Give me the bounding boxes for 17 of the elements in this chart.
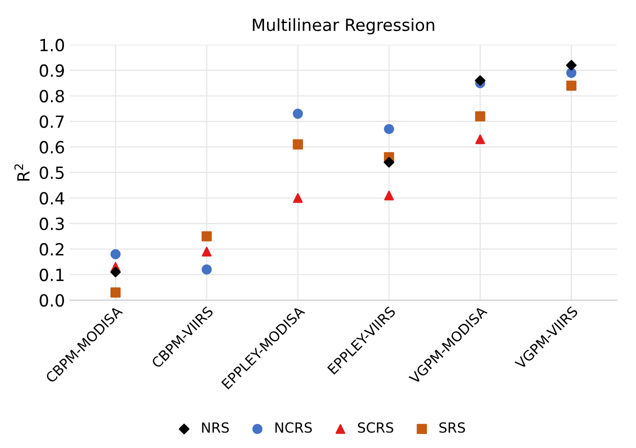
chart-title: Multilinear Regression: [252, 18, 434, 34]
y-tick-label: 0.3: [40, 218, 64, 230]
y-tick-label: 0.1: [40, 268, 64, 282]
y-tick-label: 1.0: [40, 38, 64, 52]
legend-label: SCRS: [358, 422, 394, 433]
legend-label: NRS: [202, 422, 229, 433]
y-tick-label: 0.7: [40, 115, 64, 128]
legend-label: NCRS: [275, 422, 312, 433]
y-tick-label: 0.0: [40, 294, 64, 307]
legend-label: SRS: [439, 422, 466, 433]
y-tick-label: 0.5: [40, 166, 64, 180]
y-tick-label: 0.4: [40, 192, 64, 205]
y-tick-label: 0.2: [40, 243, 64, 256]
y-axis-title: R$^{2}$: [14, 164, 30, 181]
y-tick-label: 0.6: [40, 140, 64, 154]
y-tick-label: 0.8: [40, 90, 64, 102]
y-tick-label: 0.9: [40, 64, 64, 77]
